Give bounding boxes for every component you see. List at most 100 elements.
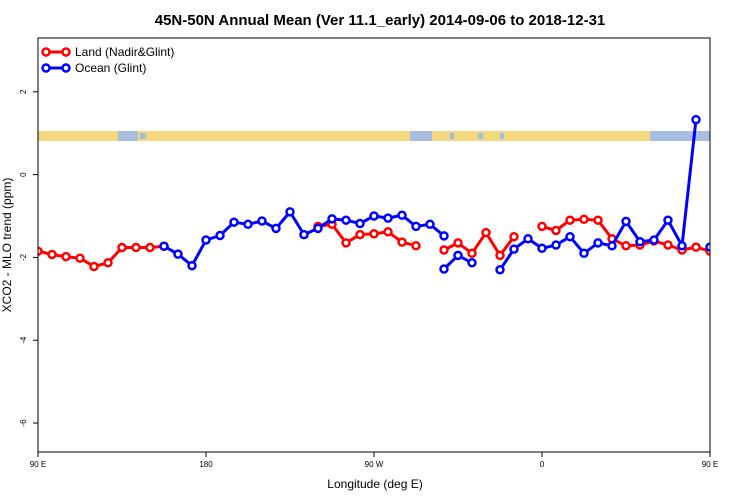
data-point <box>355 218 365 229</box>
data-point <box>663 215 673 225</box>
legend-marker <box>41 47 51 57</box>
data-point <box>439 231 449 241</box>
data-point <box>439 245 449 255</box>
data-point <box>145 242 155 253</box>
data-point <box>467 258 477 268</box>
data-point <box>411 221 421 232</box>
data-point <box>299 229 309 240</box>
data-point <box>565 231 575 242</box>
data-point <box>551 240 561 250</box>
y-tick-label: -2 <box>19 253 28 261</box>
legend-marker <box>61 47 71 57</box>
series-line <box>541 217 710 253</box>
data-point <box>411 241 421 251</box>
legend-label: Land (Nadir&Glint) <box>75 45 174 59</box>
data-point <box>453 238 463 248</box>
x-tick-label: 0 <box>540 460 545 469</box>
data-point <box>327 214 337 224</box>
data-point <box>229 217 239 227</box>
legend-marker <box>61 63 71 73</box>
data-point <box>481 227 491 238</box>
data-point <box>89 261 99 272</box>
data-point <box>355 229 365 240</box>
data-point <box>495 265 505 275</box>
legend-label: Ocean (Glint) <box>75 61 146 75</box>
data-point <box>38 246 43 256</box>
data-point <box>383 213 393 223</box>
data-point <box>215 230 225 241</box>
data-point <box>159 241 169 251</box>
series-land <box>38 214 742 272</box>
data-point <box>523 234 533 244</box>
y-tick-label: -4 <box>19 336 28 344</box>
series-ocean <box>159 114 710 275</box>
data-point <box>537 243 547 254</box>
data-point <box>369 229 379 239</box>
data-point <box>271 223 281 234</box>
x-tick-label: 180 <box>199 460 213 469</box>
data-point <box>537 221 547 232</box>
data-point <box>495 250 505 261</box>
x-tick-label: 90 E <box>30 460 46 469</box>
y-tick-label: 0 <box>19 172 28 177</box>
data-point <box>691 242 701 252</box>
data-point <box>439 264 449 274</box>
data-point <box>103 258 113 268</box>
data-point <box>649 235 659 245</box>
data-point <box>313 223 323 234</box>
data-point <box>131 242 141 253</box>
data-point <box>75 253 85 263</box>
data-point <box>621 216 631 227</box>
x-axis-label: Longitude (deg E) <box>327 477 422 491</box>
data-point <box>509 244 519 254</box>
data-point <box>551 225 561 236</box>
data-point <box>201 235 211 245</box>
land-ocean-strip <box>38 131 710 141</box>
data-point <box>397 210 407 220</box>
y-tick-label: -6 <box>19 419 28 427</box>
data-point <box>243 219 253 230</box>
chart-title: 45N-50N Annual Mean (Ver 11.1_early) 201… <box>155 12 606 29</box>
data-point <box>691 114 701 125</box>
data-point <box>453 250 463 261</box>
data-point <box>705 242 710 252</box>
data-point <box>425 219 435 230</box>
data-point <box>509 231 519 242</box>
x-tick-label: 90 E <box>702 460 718 469</box>
data-point <box>47 249 57 260</box>
legend-marker <box>41 63 51 73</box>
data-point <box>341 215 351 225</box>
data-point <box>397 237 407 247</box>
data-point <box>579 248 589 259</box>
data-point <box>593 215 603 225</box>
y-tick-label: 2 <box>19 89 28 94</box>
data-point <box>257 216 267 226</box>
data-point <box>187 260 197 271</box>
data-point <box>117 242 127 253</box>
data-point <box>173 249 183 259</box>
x-tick-label: 90 W <box>365 460 384 469</box>
data-point <box>369 211 379 221</box>
data-point <box>607 241 617 251</box>
data-point <box>579 214 589 225</box>
data-point <box>621 241 631 251</box>
data-point <box>735 242 742 249</box>
data-point <box>565 215 575 225</box>
series-line <box>38 244 165 268</box>
data-point <box>663 240 673 250</box>
data-point <box>285 207 295 217</box>
y-axis-label: XCO2 - MLO trend (ppm) <box>0 178 14 313</box>
data-point <box>383 227 393 237</box>
data-point <box>635 236 645 247</box>
data-point <box>677 241 687 251</box>
data-point <box>721 244 728 251</box>
x-axis: 90 E 180 90 W 0 90 E <box>30 452 718 469</box>
data-point <box>61 251 71 262</box>
data-point <box>467 248 477 259</box>
data-point <box>341 238 351 248</box>
y-axis: 2 0 -2 -4 -6 <box>19 89 38 427</box>
data-point <box>593 238 603 248</box>
legend: Land (Nadir&Glint) Ocean (Glint) <box>41 45 174 75</box>
series-layer <box>38 114 742 275</box>
